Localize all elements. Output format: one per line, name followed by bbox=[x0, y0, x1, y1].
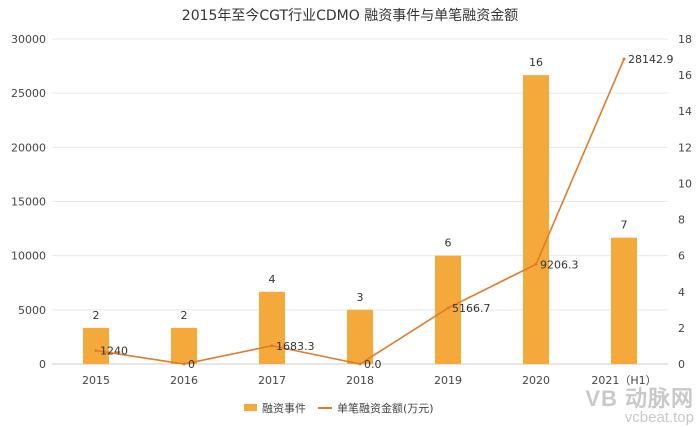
watermark-bottom: vcbeat.top bbox=[624, 409, 694, 426]
line-point bbox=[446, 306, 450, 310]
watermark-top: VB 动脉网 bbox=[585, 386, 694, 411]
left-tick-label: 5000 bbox=[18, 304, 46, 317]
bar-data-label: 7 bbox=[621, 219, 628, 232]
line-data-label: 5166.7 bbox=[452, 302, 491, 315]
bar-data-label: 4 bbox=[269, 273, 276, 286]
bar bbox=[171, 327, 197, 364]
x-tick-label: 2018 bbox=[346, 374, 374, 387]
line-point bbox=[94, 349, 98, 353]
right-tick-label: 16 bbox=[678, 69, 692, 82]
line-point bbox=[358, 362, 362, 366]
right-tick-label: 2 bbox=[678, 322, 685, 335]
right-tick-label: 14 bbox=[678, 105, 692, 118]
bar bbox=[523, 75, 549, 364]
left-tick-label: 10000 bbox=[11, 250, 46, 263]
x-tick-label: 2016 bbox=[170, 374, 198, 387]
x-tick-label: 2017 bbox=[258, 374, 286, 387]
right-tick-label: 12 bbox=[678, 141, 692, 154]
left-tick-label: 20000 bbox=[11, 141, 46, 154]
legend-bar-label: 融资事件 bbox=[262, 402, 306, 415]
line-data-label: 1683.3 bbox=[276, 340, 315, 353]
line-data-label: 28142.9 bbox=[628, 53, 674, 66]
x-tick-label: 2015 bbox=[82, 374, 110, 387]
right-tick-label: 18 bbox=[678, 33, 692, 46]
line-data-label: 0.0 bbox=[364, 358, 382, 371]
line-point bbox=[270, 344, 274, 348]
bar-data-label: 2 bbox=[181, 309, 188, 322]
x-tick-label: 2020 bbox=[522, 374, 550, 387]
x-tick-label: 2019 bbox=[434, 374, 462, 387]
line-point bbox=[182, 362, 186, 366]
bar-data-label: 16 bbox=[529, 56, 543, 69]
bar-data-label: 3 bbox=[357, 291, 364, 304]
left-tick-label: 15000 bbox=[11, 196, 46, 209]
x-tick-label: 2021（H1） bbox=[591, 374, 656, 387]
line-point bbox=[534, 262, 538, 266]
line-point bbox=[622, 57, 626, 61]
legend-bar-swatch bbox=[244, 404, 257, 411]
bar bbox=[259, 291, 285, 364]
right-tick-label: 10 bbox=[678, 177, 692, 190]
bar bbox=[83, 327, 109, 364]
bar-data-label: 2 bbox=[93, 309, 100, 322]
bar bbox=[611, 237, 637, 364]
left-tick-label: 25000 bbox=[11, 87, 46, 100]
right-tick-label: 4 bbox=[678, 286, 685, 299]
legend-line-label: 单笔融资金额(万元) bbox=[337, 401, 434, 415]
left-tick-label: 30000 bbox=[11, 33, 46, 46]
right-tick-label: 8 bbox=[678, 214, 685, 227]
line-data-label: 0 bbox=[188, 358, 195, 371]
left-tick-label: 0 bbox=[39, 358, 46, 371]
chart-title: 2015年至今CGT行业CDMO 融资事件与单笔融资金额 bbox=[182, 8, 518, 24]
bar bbox=[347, 309, 373, 364]
bar-data-label: 6 bbox=[445, 237, 452, 250]
watermark-logo: VB 动脉网 vcbeat.top bbox=[585, 386, 694, 426]
line-data-label: 1240 bbox=[100, 345, 128, 358]
bar bbox=[435, 255, 461, 364]
right-tick-label: 0 bbox=[678, 358, 685, 371]
right-tick-label: 6 bbox=[678, 250, 685, 263]
line-data-label: 9206.3 bbox=[540, 258, 579, 271]
